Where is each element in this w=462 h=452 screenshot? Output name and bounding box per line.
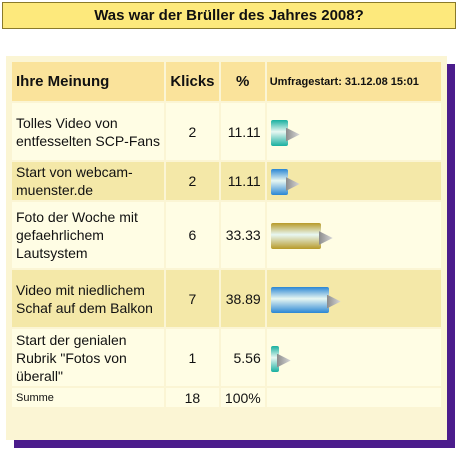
option-percent: 5.56 bbox=[220, 329, 265, 386]
table-header-row: Ihre Meinung Klicks % Umfragestart: 31.1… bbox=[12, 62, 441, 101]
option-clicks: 2 bbox=[166, 162, 219, 200]
header-option: Ihre Meinung bbox=[12, 62, 165, 101]
result-bar-shadow bbox=[326, 294, 341, 309]
option-clicks: 2 bbox=[166, 103, 219, 160]
table-row: Video mit niedlichem Schaf auf dem Balko… bbox=[12, 270, 441, 327]
result-bar-shadow bbox=[276, 353, 291, 368]
header-clicks: Klicks bbox=[166, 62, 219, 101]
result-bar bbox=[270, 344, 437, 372]
option-clicks: 7 bbox=[166, 270, 219, 327]
table-row: Foto der Woche mit gefaehrlichem Lautsys… bbox=[12, 202, 441, 268]
option-clicks: 1 bbox=[166, 329, 219, 386]
table-row: Start der genialen Rubrik "Fotos von übe… bbox=[12, 329, 441, 386]
option-percent: 33.33 bbox=[220, 202, 265, 268]
result-bar bbox=[270, 118, 437, 146]
result-bar-cell bbox=[266, 103, 441, 160]
result-bar-fill bbox=[270, 169, 288, 195]
result-bar-fill bbox=[270, 345, 279, 372]
result-bar bbox=[270, 221, 437, 249]
option-percent: 11.11 bbox=[220, 103, 265, 160]
result-bar-fill bbox=[270, 223, 321, 249]
option-label: Foto der Woche mit gefaehrlichem Lautsys… bbox=[12, 202, 165, 268]
result-bar-shadow bbox=[285, 177, 300, 191]
result-bar-fill bbox=[270, 119, 288, 146]
total-percent: 100% bbox=[220, 388, 265, 407]
option-percent: 38.89 bbox=[220, 270, 265, 327]
option-label: Start der genialen Rubrik "Fotos von übe… bbox=[12, 329, 165, 386]
result-bar bbox=[270, 167, 437, 195]
option-label: Video mit niedlichem Schaf auf dem Balko… bbox=[12, 270, 165, 327]
poll-title: Was war der Brüller des Jahres 2008? bbox=[2, 2, 456, 29]
result-bar-cell bbox=[266, 270, 441, 327]
option-label: Tolles Video von entfesselten SCP-Fans bbox=[12, 103, 165, 160]
result-bar-shadow bbox=[318, 231, 333, 245]
result-bar-cell bbox=[266, 202, 441, 268]
total-label: Summe bbox=[12, 388, 165, 407]
total-clicks: 18 bbox=[166, 388, 219, 407]
total-row: Summe 18 100% bbox=[12, 388, 441, 407]
result-bar-fill bbox=[270, 286, 329, 313]
result-bar-cell bbox=[266, 162, 441, 200]
result-bar bbox=[270, 285, 437, 313]
table-row: Tolles Video von entfesselten SCP-Fans 2… bbox=[12, 103, 441, 160]
result-bar-shadow bbox=[285, 127, 300, 142]
poll-results-table: Ihre Meinung Klicks % Umfragestart: 31.1… bbox=[10, 60, 443, 409]
result-bar-cell bbox=[266, 329, 441, 386]
option-clicks: 6 bbox=[166, 202, 219, 268]
table-row: Start von webcam-muenster.de 2 11.11 bbox=[12, 162, 441, 200]
header-percent: % bbox=[220, 62, 265, 101]
poll-panel: Ihre Meinung Klicks % Umfragestart: 31.1… bbox=[6, 56, 447, 440]
option-percent: 11.11 bbox=[220, 162, 265, 200]
option-label: Start von webcam-muenster.de bbox=[12, 162, 165, 200]
total-empty-cell bbox=[266, 388, 441, 407]
header-poll-start: Umfragestart: 31.12.08 15:01 bbox=[266, 62, 441, 101]
